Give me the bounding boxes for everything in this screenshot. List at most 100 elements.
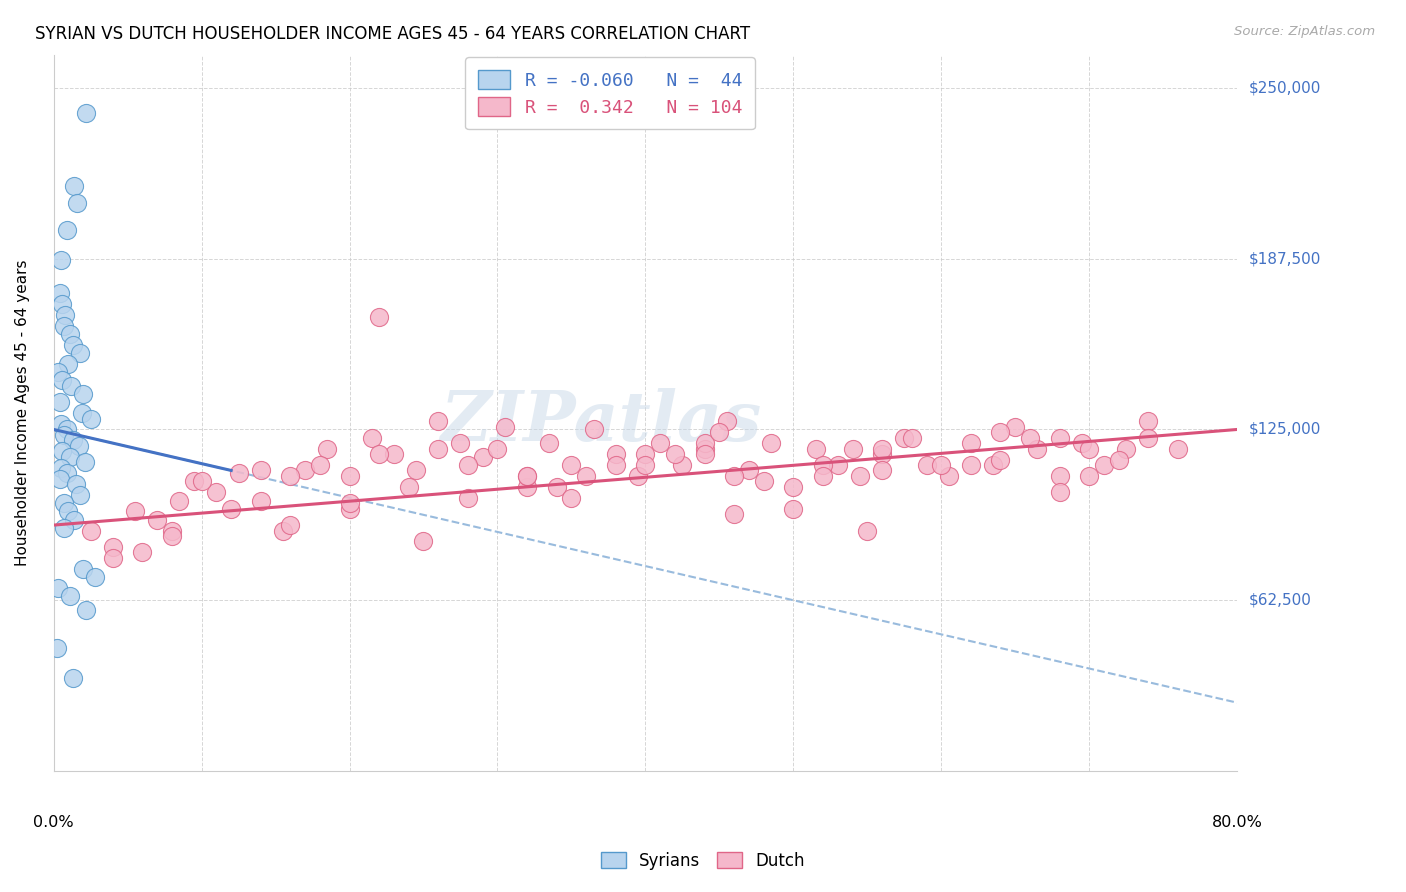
Text: SYRIAN VS DUTCH HOUSEHOLDER INCOME AGES 45 - 64 YEARS CORRELATION CHART: SYRIAN VS DUTCH HOUSEHOLDER INCOME AGES …	[35, 25, 751, 43]
Point	[360, 431, 382, 445]
Point	[73, 455, 96, 469]
Legend: R = -0.060   N =  44, R =  0.342   N = 104: R = -0.060 N = 44, R = 0.342 N = 104	[465, 57, 755, 129]
Text: $125,000: $125,000	[1249, 422, 1320, 437]
Point	[634, 447, 657, 461]
Point	[405, 463, 427, 477]
Point	[56, 422, 79, 436]
Point	[59, 326, 82, 341]
Legend: Syrians, Dutch: Syrians, Dutch	[595, 846, 811, 877]
Text: 80.0%: 80.0%	[1212, 814, 1263, 830]
Point	[990, 425, 1012, 440]
Point	[1137, 414, 1160, 428]
Point	[339, 469, 361, 483]
Point	[101, 550, 124, 565]
Point	[48, 472, 70, 486]
Point	[46, 581, 69, 595]
Point	[1078, 442, 1101, 456]
Point	[560, 491, 582, 505]
Point	[494, 419, 516, 434]
Point	[169, 493, 191, 508]
Point	[990, 452, 1012, 467]
Point	[1115, 442, 1137, 456]
Point	[716, 414, 738, 428]
Point	[49, 417, 72, 431]
Point	[55, 308, 77, 322]
Point	[1026, 442, 1049, 456]
Point	[75, 105, 97, 120]
Point	[249, 493, 271, 508]
Point	[219, 501, 242, 516]
Point	[650, 436, 672, 450]
Point	[960, 458, 983, 472]
Point	[915, 458, 938, 472]
Point	[52, 318, 75, 333]
Point	[457, 491, 479, 505]
Point	[709, 425, 731, 440]
Point	[627, 469, 650, 483]
Point	[693, 436, 716, 450]
Point	[294, 463, 316, 477]
Point	[634, 458, 657, 472]
Point	[59, 450, 82, 464]
Point	[62, 338, 84, 352]
Point	[1092, 458, 1115, 472]
Point	[48, 395, 70, 409]
Point	[1167, 442, 1189, 456]
Point	[52, 521, 75, 535]
Point	[693, 442, 716, 456]
Point	[46, 365, 69, 379]
Point	[841, 442, 863, 456]
Point	[67, 439, 90, 453]
Point	[870, 463, 893, 477]
Point	[811, 469, 834, 483]
Point	[723, 469, 745, 483]
Point	[183, 475, 205, 489]
Point	[190, 475, 212, 489]
Point	[52, 428, 75, 442]
Point	[516, 469, 538, 483]
Point	[849, 469, 872, 483]
Point	[605, 458, 627, 472]
Point	[870, 447, 893, 461]
Point	[70, 406, 93, 420]
Point	[45, 641, 67, 656]
Point	[938, 469, 960, 483]
Point	[58, 357, 80, 371]
Point	[759, 436, 782, 450]
Text: 0.0%: 0.0%	[34, 814, 75, 830]
Point	[101, 540, 124, 554]
Text: ZIPatlas: ZIPatlas	[440, 387, 762, 455]
Point	[723, 507, 745, 521]
Point	[52, 496, 75, 510]
Point	[72, 387, 94, 401]
Point	[516, 469, 538, 483]
Point	[412, 534, 434, 549]
Point	[516, 480, 538, 494]
Point	[51, 444, 73, 458]
Point	[1078, 469, 1101, 483]
Point	[804, 442, 827, 456]
Point	[1049, 469, 1071, 483]
Point	[79, 411, 101, 425]
Point	[486, 442, 509, 456]
Point	[146, 513, 169, 527]
Text: Source: ZipAtlas.com: Source: ZipAtlas.com	[1234, 25, 1375, 38]
Point	[782, 480, 804, 494]
Point	[827, 458, 849, 472]
Point	[870, 442, 893, 456]
Point	[339, 496, 361, 510]
Point	[1137, 431, 1160, 445]
Point	[1108, 452, 1130, 467]
Point	[79, 524, 101, 538]
Point	[51, 297, 73, 311]
Point	[368, 310, 391, 325]
Point	[228, 466, 250, 480]
Point	[893, 431, 915, 445]
Point	[575, 469, 598, 483]
Point	[58, 504, 80, 518]
Point	[671, 458, 693, 472]
Point	[752, 475, 775, 489]
Point	[981, 458, 1004, 472]
Point	[56, 466, 79, 480]
Text: $62,500: $62,500	[1249, 592, 1312, 607]
